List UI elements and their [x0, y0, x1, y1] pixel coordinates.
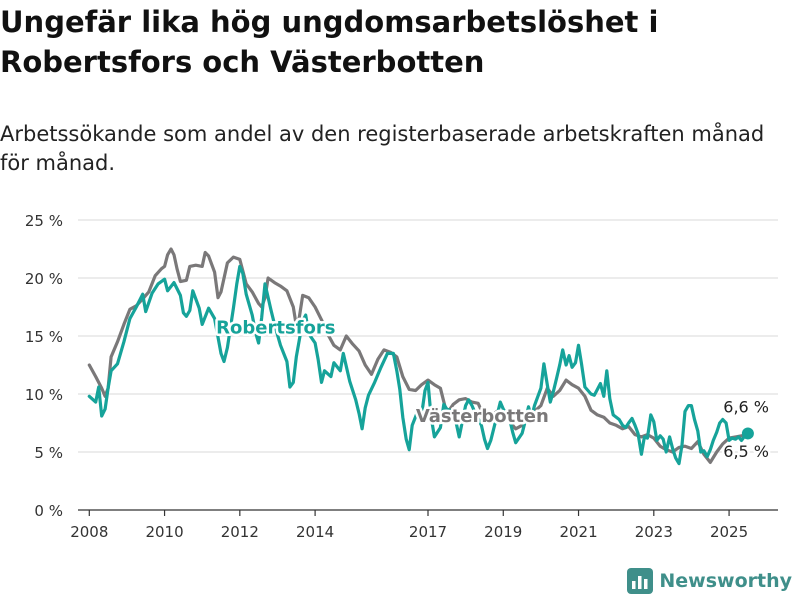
axes: 0 % 5 % 10 % 15 % 20 % 25 % 2008 2010 2012 2014 20… — [25, 212, 778, 541]
robertsfors-end-marker — [741, 427, 754, 440]
x-tick-label: 2017 — [409, 523, 447, 541]
y-tick-label: 20 % — [25, 270, 63, 288]
x-tick-label: 2025 — [710, 523, 748, 541]
x-tick-label: 2021 — [559, 523, 597, 541]
x-tick-label: 2023 — [635, 523, 673, 541]
y-tick-label: 25 % — [25, 212, 63, 230]
y-tick-label: 5 % — [34, 444, 63, 462]
x-tick-label: 2014 — [296, 523, 334, 541]
series-label-vasterbotten: Västerbotten — [416, 406, 549, 427]
bar-chart-logo-icon — [627, 568, 654, 594]
y-tick-label: 0 % — [34, 502, 63, 520]
y-tick-label: 15 % — [25, 328, 63, 346]
end-label-vasterbotten-halo: 6,5 % — [723, 442, 769, 461]
series-labels: RobertsforsRobertsforsVästerbottenVäster… — [214, 315, 772, 463]
series-label-robertsfors: Robertsfors — [216, 318, 335, 339]
x-tick-label: 2012 — [221, 523, 259, 541]
x-tick-label: 2019 — [484, 523, 522, 541]
series-label-robertsfors-halo: Robertsfors — [216, 318, 335, 339]
series-line-robertsfors — [87, 264, 750, 466]
data-series — [87, 247, 754, 466]
end-label-robertsfors: 6,6 % — [723, 398, 769, 417]
x-tick-label: 2008 — [70, 523, 108, 541]
end-label-robertsfors-halo: 6,6 % — [723, 398, 769, 417]
chart-subtitle: Arbetssökande som andel av den registerb… — [0, 122, 765, 175]
newsworthy-logo: Newsworthy — [627, 568, 792, 594]
brand-name: Newsworthy — [659, 570, 792, 592]
y-tick-label: 10 % — [25, 386, 63, 404]
chart-title: Ungefär lika hög ungdomsarbetslöshet i R… — [0, 5, 659, 79]
x-tick-label: 2010 — [145, 523, 183, 541]
series-label-vasterbotten-halo: Västerbotten — [416, 406, 549, 427]
end-label-vasterbotten: 6,5 % — [723, 442, 769, 461]
